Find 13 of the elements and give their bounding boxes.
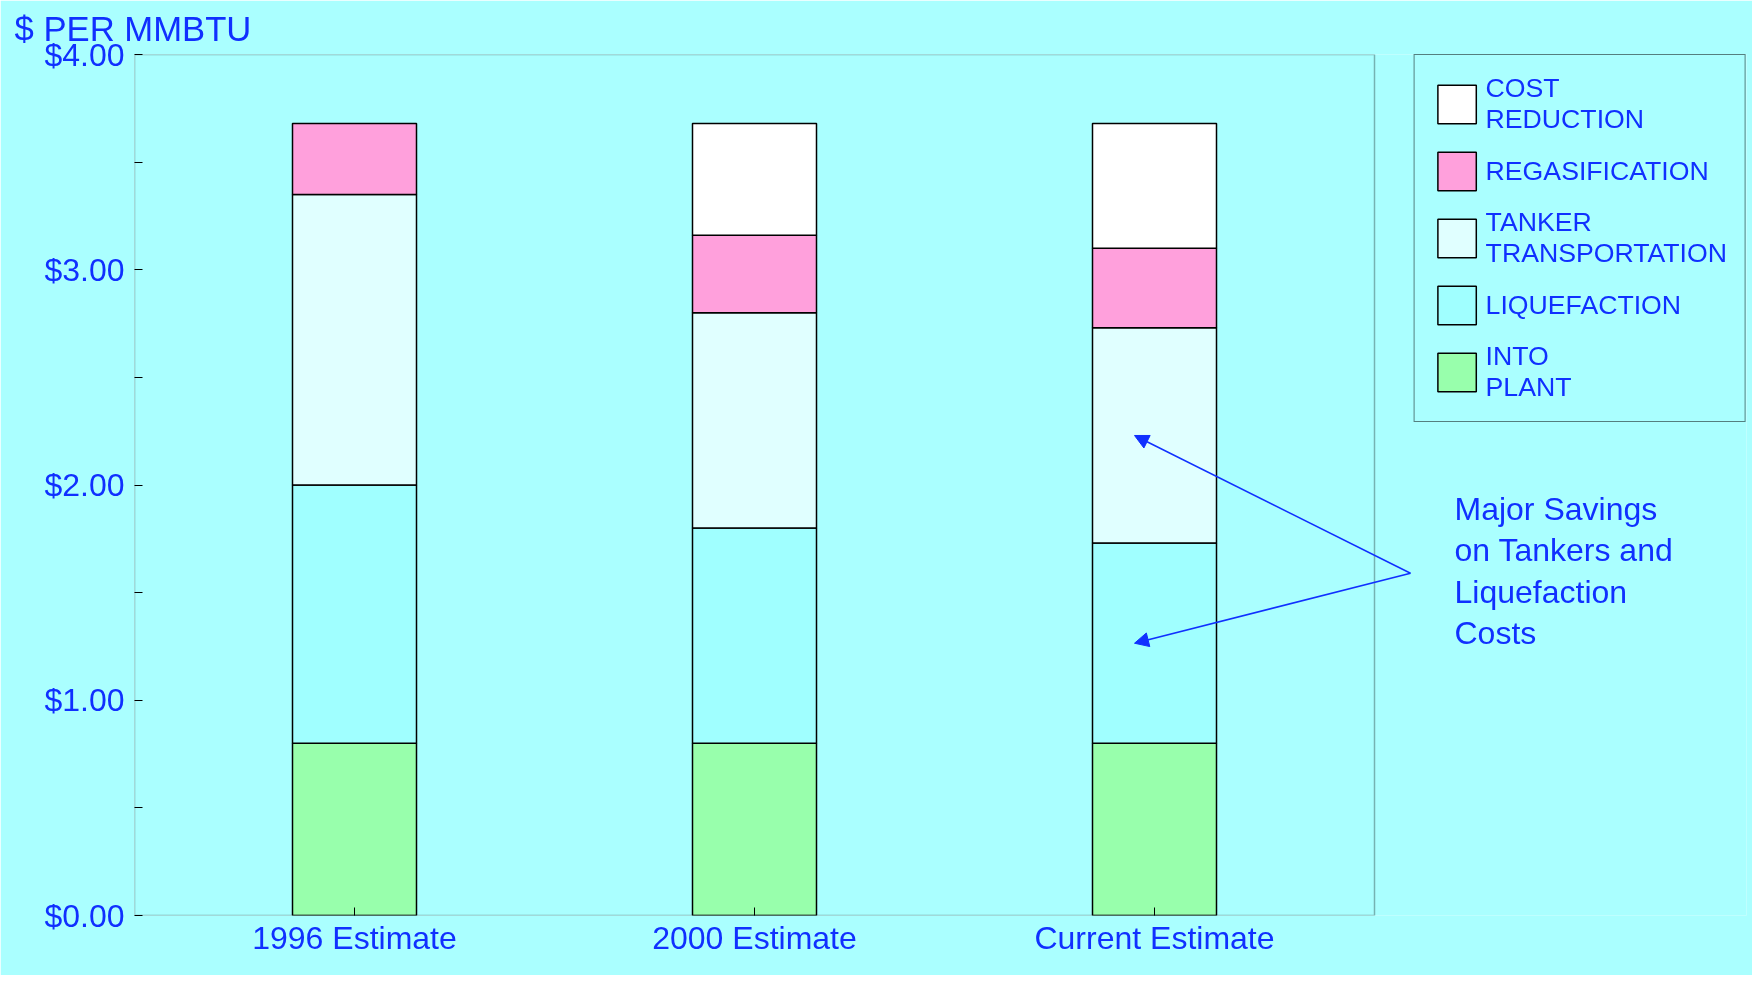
x-tick-label: 1996 Estimate <box>252 919 457 956</box>
legend-label: TANKER TRANSPORTATION <box>1485 207 1727 269</box>
legend-label: LIQUEFACTION <box>1485 289 1682 321</box>
y-tick-label: $1.00 <box>44 682 125 719</box>
legend-label: REGASIFICATION <box>1485 155 1709 187</box>
y-tick-label: $0.00 <box>44 897 125 934</box>
legend-label: INTO PLANT <box>1485 341 1572 403</box>
x-tick-label: Current Estimate <box>1034 919 1275 956</box>
y-tick-label: $3.00 <box>44 251 125 288</box>
y-tick-label: $2.00 <box>44 467 125 503</box>
x-tick-label: 2000 Estimate <box>652 919 857 956</box>
text: Major Savings on Tankers and Liquefaction Costs <box>1454 491 1673 652</box>
legend-label: COST REDUCTION <box>1485 73 1645 135</box>
